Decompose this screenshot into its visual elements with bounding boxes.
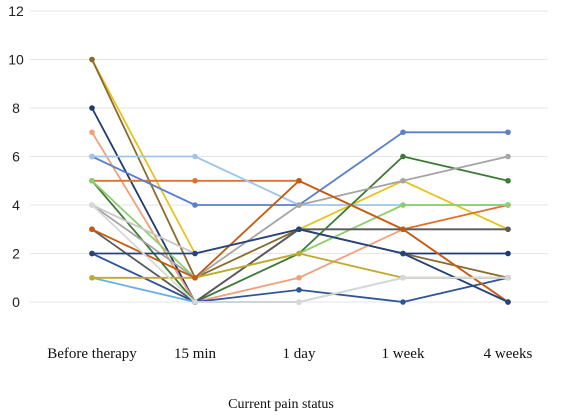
y-axis-ticks: 0 2 4 6 8 10 12 (8, 3, 24, 310)
data-point (192, 177, 198, 184)
data-point (192, 250, 198, 257)
data-point (296, 202, 302, 208)
data-point (89, 202, 95, 208)
series-line (91, 59, 509, 279)
x-tick-label: 15 min (174, 346, 217, 362)
data-point (505, 274, 511, 281)
data-point (400, 202, 406, 208)
y-tick-label: 0 (12, 294, 20, 310)
x-tick-label: 4 weeks (484, 346, 533, 362)
data-point (89, 274, 95, 281)
data-point (400, 299, 406, 305)
y-tick-label: 6 (12, 149, 20, 165)
data-point (296, 274, 302, 281)
y-tick-label: 4 (12, 197, 20, 213)
data-point (505, 153, 511, 160)
y-tick-label: 8 (12, 100, 20, 116)
data-point (89, 153, 95, 160)
data-point (505, 177, 511, 184)
data-point (296, 287, 302, 293)
data-point (505, 299, 511, 305)
data-point (89, 56, 95, 63)
data-point (400, 274, 406, 281)
series-lines (89, 56, 511, 305)
y-tick-label: 2 (12, 246, 20, 262)
data-point (505, 250, 511, 257)
x-axis-ticks: Before therapy 15 min 1 day 1 week 4 weeks (47, 346, 532, 362)
data-point (89, 105, 95, 111)
data-point (400, 226, 406, 233)
data-point (400, 129, 406, 136)
data-point (505, 226, 511, 233)
data-point (400, 177, 406, 184)
data-point (505, 129, 511, 136)
x-axis-label: Current pain status (228, 397, 334, 412)
y-tick-label: 10 (8, 52, 24, 68)
series-line (91, 131, 508, 206)
data-point (89, 250, 95, 257)
x-tick-label: 1 week (382, 346, 425, 362)
data-point (296, 177, 302, 184)
data-point (192, 274, 198, 281)
data-point (192, 202, 198, 208)
data-point (192, 153, 198, 160)
data-point (89, 177, 95, 184)
data-point (89, 226, 95, 233)
data-point (400, 153, 406, 160)
data-point (296, 299, 302, 305)
x-tick-label: 1 day (283, 346, 316, 362)
data-point (400, 250, 406, 257)
data-point (296, 226, 302, 233)
x-tick-label: Before therapy (47, 346, 137, 362)
data-point (296, 250, 302, 257)
data-point (89, 129, 95, 136)
data-point (192, 299, 198, 305)
y-tick-label: 12 (8, 3, 24, 19)
data-point (505, 202, 511, 208)
